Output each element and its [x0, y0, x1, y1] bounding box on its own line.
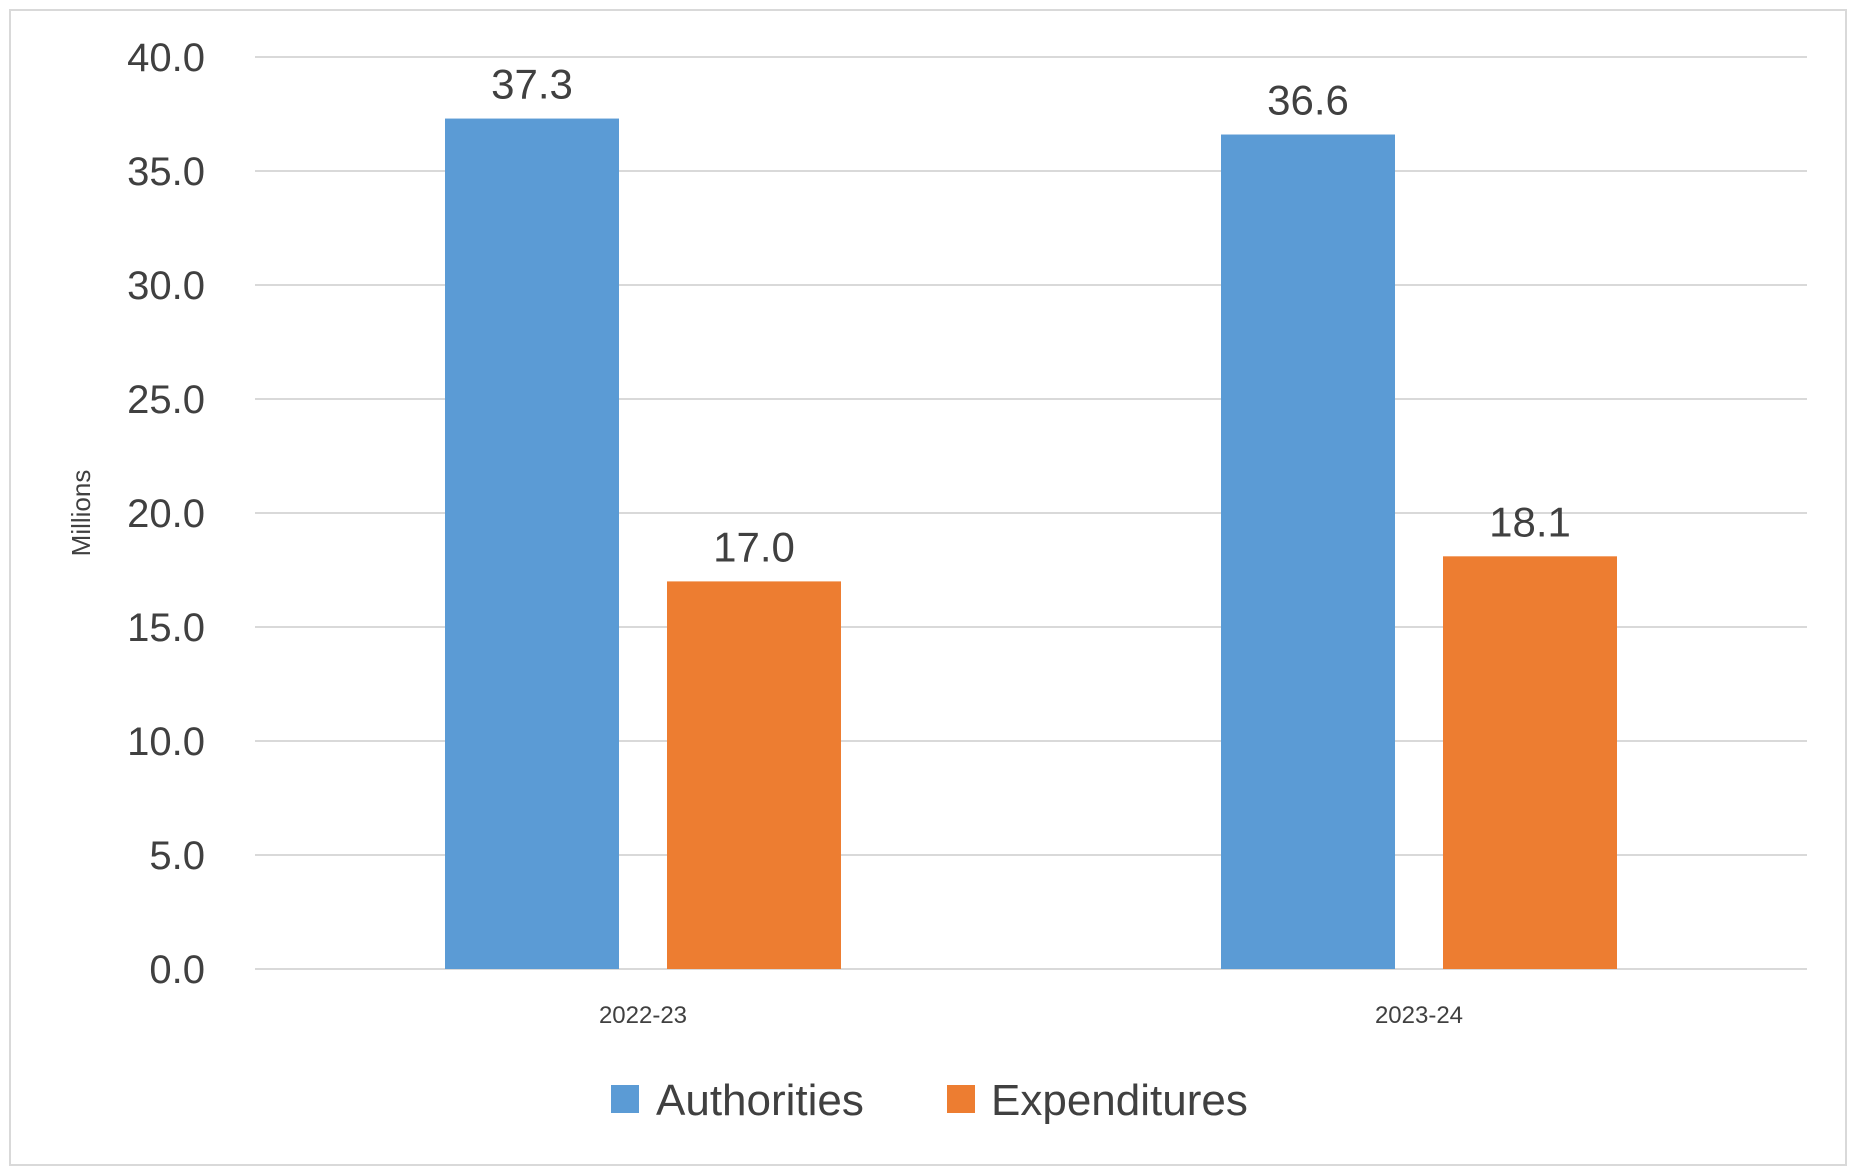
bar-expenditures-2023-24 — [1443, 556, 1617, 969]
y-tick-label: 40.0 — [127, 36, 205, 80]
bar-authorities-2023-24 — [1221, 134, 1395, 969]
bar-authorities-2022-23 — [445, 118, 619, 969]
y-tick-label: 35.0 — [127, 150, 205, 194]
y-tick-label: 30.0 — [127, 264, 205, 308]
y-tick-label: 0.0 — [149, 948, 205, 992]
x-tick-label: 2023-24 — [1375, 1002, 1463, 1029]
data-label: 18.1 — [1489, 498, 1571, 545]
legend-label-expenditures: Expenditures — [991, 1076, 1248, 1125]
y-axis-label: Millions — [66, 470, 96, 557]
legend-label-authorities: Authorities — [656, 1076, 864, 1125]
legend-swatch-authorities — [611, 1085, 639, 1113]
x-tick-label: 2022-23 — [599, 1002, 687, 1029]
data-label: 36.6 — [1267, 77, 1349, 124]
y-tick-label: 25.0 — [127, 378, 205, 422]
y-tick-label: 10.0 — [127, 720, 205, 764]
bar-expenditures-2022-23 — [667, 581, 841, 969]
data-label: 17.0 — [713, 523, 795, 570]
data-label: 37.3 — [491, 61, 573, 108]
y-tick-label: 15.0 — [127, 606, 205, 650]
legend-swatch-expenditures — [947, 1085, 975, 1113]
y-tick-label: 5.0 — [149, 834, 205, 878]
y-tick-label: 20.0 — [127, 492, 205, 536]
